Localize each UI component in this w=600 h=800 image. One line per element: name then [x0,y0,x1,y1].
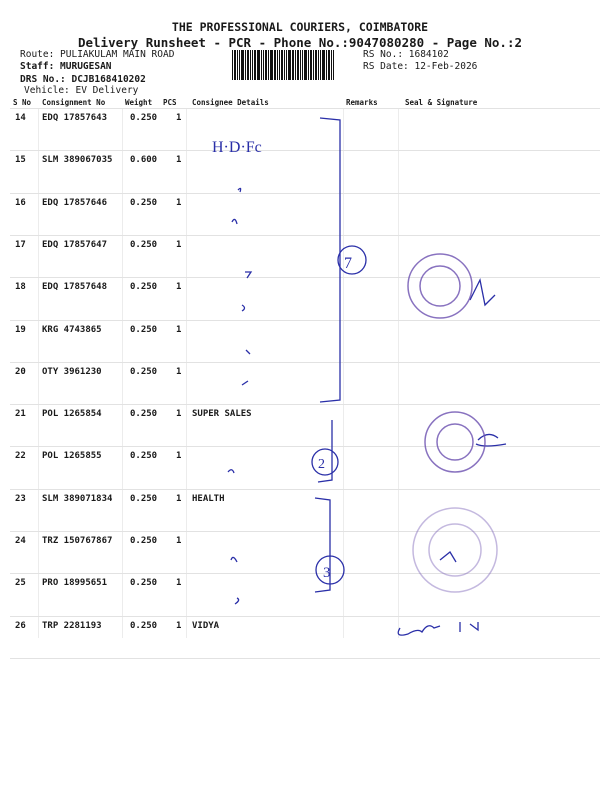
cell-wt: 0.250 [130,409,158,420]
cell-sno: 18 [15,282,26,293]
row-divider [10,573,600,575]
row-divider [10,488,600,490]
cell-sno: 25 [15,578,26,589]
row-divider [10,192,600,194]
cell-wt: 0.600 [130,155,158,166]
lmw-limited-stamp [424,411,486,473]
signature-lmw [475,433,507,447]
cell-pcs: 1 [176,620,182,631]
cell-cn: SLM 389071834 [42,493,113,504]
cell-cn: SLM 389067035 [42,155,113,166]
col-seal: Seal & Signature [405,98,478,107]
row-divider [10,234,600,236]
row-divider [10,446,600,448]
bracket-mark [319,117,341,403]
cell-details: VIDYA [192,620,220,631]
cell-wt: 0.250 [130,536,158,546]
runsheet-subtitle: Delivery Runsheet - PCR - Phone No.:9047… [77,35,522,50]
cell-sno: 15 [15,155,26,166]
row-divider [10,319,600,321]
staff: Staff: MURUGESAN [20,61,112,72]
row-divider [10,277,600,279]
col-weight: Weight [125,98,153,107]
cell-wt: 0.250 [130,451,158,462]
cell-cn: KRG 4743865 [42,324,102,335]
cell-cn: TRZ 150767867 [42,536,113,546]
col-consignee: Consignee Details [192,98,269,107]
cell-cn: EDQ 17857643 [42,113,108,123]
cell-pcs: 1 [176,155,182,166]
cell-wt: 0.250 [130,239,158,250]
svg-text:3: 3 [323,565,331,581]
hdfc-bank-stamp [407,253,473,319]
row-divider [10,361,600,363]
cell-pcs: 1 [176,366,182,377]
cell-sno: 26 [15,620,26,631]
drs-number: DRS No.: DCJB168410202 [20,74,146,85]
signature-vidya [397,622,479,636]
cell-pcs: 1 [176,282,182,293]
svg-text:7: 7 [344,255,352,272]
cell-wt: 0.250 [130,493,158,504]
cell-sno: 20 [15,366,26,377]
cell-sno: 14 [15,113,26,123]
col-sno: S No [13,98,32,107]
cell-pcs: 1 [176,113,182,123]
cell-details: SUPER SALES [192,409,252,420]
cell-wt: 0.250 [130,620,158,631]
handwritten-hdfc: H·D·Fc [212,139,262,156]
row-divider [10,150,600,152]
col-remarks: Remarks [346,98,378,107]
signature-hdfc [469,278,496,307]
row-divider [10,404,600,406]
cell-pcs: 1 [176,324,182,335]
cell-cn: PRO 18995651 [42,578,108,589]
cell-cn: POL 1265854 [42,409,102,420]
row-divider [10,108,600,109]
row-divider [10,615,600,617]
cell-cn: EDQ 17857647 [42,239,108,250]
cell-pcs: 1 [176,578,182,589]
cell-sno: 24 [15,536,26,546]
cell-sno: 17 [15,239,26,250]
cell-wt: 0.250 [130,324,158,335]
cell-wt: 0.250 [130,282,158,293]
cell-sno: 16 [15,197,26,208]
cell-pcs: 1 [176,239,182,250]
cell-details: HEALTH [192,493,225,504]
vehicle: Vehicle: EV Delivery [24,85,139,96]
col-consignment: Consignment No [42,98,106,107]
cell-wt: 0.250 [130,578,158,589]
cell-cn: POL 1265855 [42,451,102,462]
cell-wt: 0.250 [130,197,158,208]
barcode [232,50,360,80]
cell-pcs: 1 [176,451,182,462]
cell-pcs: 1 [176,536,182,546]
cell-cn: EDQ 17857646 [42,197,108,208]
cell-cn: OTY 3961230 [42,366,102,377]
cell-cn: EDQ 17857648 [42,282,108,293]
cell-pcs: 1 [176,409,182,420]
rs-date: RS Date: 12-Feb-2026 [363,61,478,72]
svg-text:2: 2 [318,457,325,472]
cell-sno: 23 [15,493,26,504]
rs-number: RS No.: 1684102 [363,49,449,60]
cell-pcs: 1 [176,493,182,504]
route: Route: PULIAKULAM MAIN ROAD [20,49,175,60]
cell-pcs: 1 [176,197,182,208]
faded-stamp [412,507,498,593]
col-pcs: PCS [163,98,177,107]
cell-sno: 19 [15,324,26,335]
company-title: THE PROFESSIONAL COURIERS, COIMBATORE [171,20,429,34]
cell-wt: 0.250 [130,366,158,377]
cell-cn: TRP 2281193 [42,620,102,631]
row-divider [10,531,600,532]
cell-sno: 22 [15,451,26,462]
cell-sno: 21 [15,409,26,420]
cell-wt: 0.250 [130,113,158,123]
